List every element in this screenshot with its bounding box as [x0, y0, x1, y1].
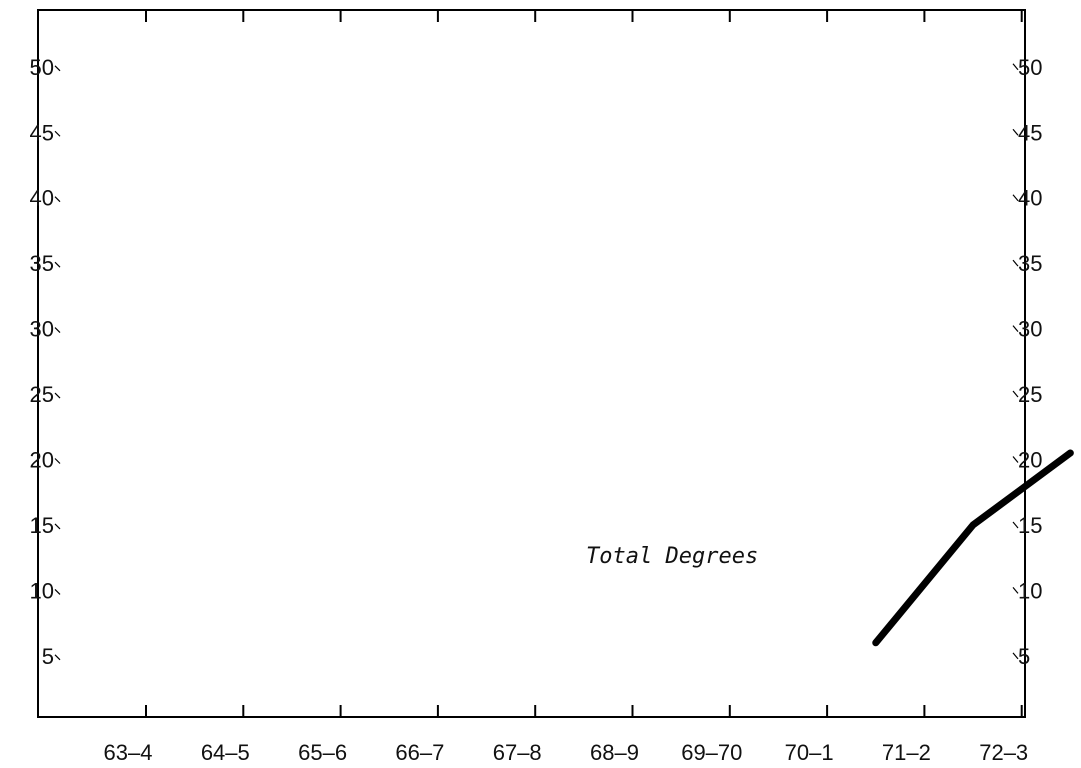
data-point: [970, 521, 977, 528]
right-y-tick-label: 20: [1018, 448, 1042, 473]
right-y-tick-label: 5: [1018, 644, 1030, 669]
x-axis-tick-labels: 63–4 64–5 65–6 66–7 67–8 68–9 69–70 70–1 71–2 72–…: [104, 740, 1029, 765]
right-y-tick: [1012, 325, 1019, 332]
data-point: [1067, 449, 1074, 456]
left-y-tick: [54, 654, 61, 661]
left-y-tick: [54, 588, 61, 595]
right-y-tick: [1012, 390, 1019, 398]
right-y-tick-label: 25: [1018, 382, 1042, 407]
x-tick-label: 68–9: [590, 740, 639, 765]
series-group: [872, 449, 1074, 647]
top-tick-marks: [145, 10, 1023, 22]
left-y-tick-label: 10: [30, 578, 54, 603]
x-tick-label: 69–70: [681, 740, 742, 765]
total-degrees-annotation: Total Degrees: [586, 544, 758, 569]
x-tick-label: 66–7: [395, 740, 444, 765]
right-y-tick: [1012, 587, 1019, 594]
left-y-tick: [54, 523, 61, 530]
right-y-tick-marks: [1012, 63, 1019, 660]
data-point: [872, 639, 879, 646]
right-y-tick-label: 15: [1018, 513, 1042, 538]
left-y-tick: [54, 65, 61, 72]
bottom-tick-marks: [145, 705, 1023, 717]
left-y-tick-label: 25: [30, 382, 54, 407]
right-y-tick-label: 40: [1018, 186, 1042, 211]
left-y-tick: [54, 327, 61, 334]
right-y-tick-label: 50: [1018, 55, 1042, 80]
x-tick-label: 72–3: [979, 740, 1028, 765]
x-tick-label: 63–4: [104, 740, 153, 765]
left-y-tick-label: 45: [30, 120, 54, 145]
left-y-tick-label: 5: [42, 644, 54, 669]
left-y-tick: [54, 392, 61, 399]
plot-frame: [37, 9, 1026, 718]
right-y-tick-label: 10: [1018, 578, 1042, 603]
right-y-tick: [1012, 259, 1019, 267]
right-y-tick: [1012, 128, 1019, 136]
right-y-tick: [1012, 521, 1019, 529]
left-y-tick-label: 20: [30, 448, 54, 473]
right-y-tick-label: 30: [1018, 317, 1042, 342]
right-y-tick: [1012, 63, 1019, 71]
x-tick-label: 64–5: [201, 740, 250, 765]
right-y-tick: [1012, 194, 1019, 202]
left-y-tick: [54, 130, 61, 137]
left-y-tick-label: 30: [30, 317, 54, 342]
x-tick-label: 65–6: [298, 740, 347, 765]
left-y-tick: [54, 458, 61, 464]
left-y-tick-label: 40: [30, 186, 54, 211]
right-y-tick: [1012, 456, 1019, 463]
left-y-tick: [54, 196, 61, 203]
left-y-tick-labels: 5 10 15 20 25 30 35 40 45 50: [30, 55, 54, 669]
left-y-tick-label: 15: [30, 513, 54, 538]
left-y-tick-label: 50: [30, 55, 54, 80]
left-y-tick-label: 35: [30, 251, 54, 276]
x-tick-label: 71–2: [882, 740, 931, 765]
left-y-tick-marks: [54, 65, 61, 661]
right-y-tick: [1012, 652, 1019, 660]
right-y-tick-label: 35: [1018, 251, 1042, 276]
right-y-tick-label: 45: [1018, 120, 1042, 145]
x-tick-label: 70–1: [785, 740, 834, 765]
left-y-tick: [54, 261, 61, 268]
x-tick-label: 67–8: [493, 740, 542, 765]
total-degrees-line: [872, 449, 1074, 647]
right-y-tick-labels: 5 10 15 20 25 30 35 40 45 50: [1018, 55, 1042, 669]
